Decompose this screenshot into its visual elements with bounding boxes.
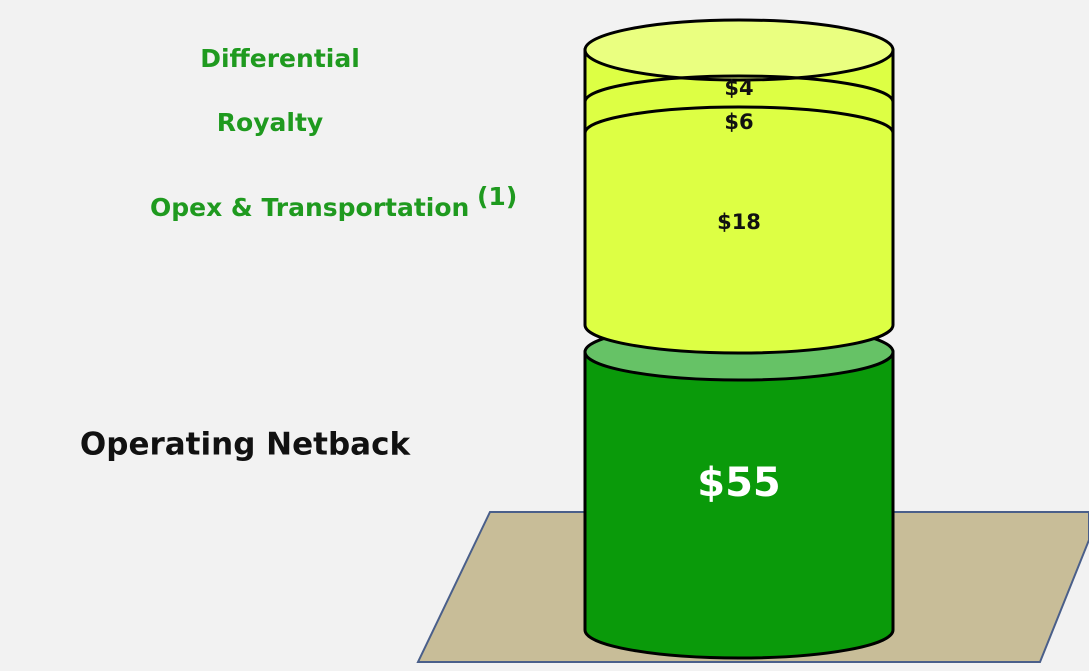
segment-value: $4: [724, 76, 753, 100]
cost-top: [585, 20, 893, 80]
segment-value: $55: [697, 460, 781, 506]
segment-label: Operating Netback: [80, 427, 412, 463]
page: $4 $6 $18 $55 Differential Royalty Opex …: [0, 0, 1089, 671]
segment-label: Royalty: [217, 108, 323, 137]
diagram: $4 $6 $18 $55 Differential Royalty Opex …: [0, 0, 1089, 671]
segment-value: $6: [724, 110, 753, 134]
segment-value: $18: [717, 210, 761, 234]
segment-label: Opex & Transportation: [150, 193, 469, 222]
segment-label: Differential: [200, 44, 360, 73]
footnote-marker: (1): [477, 182, 517, 211]
